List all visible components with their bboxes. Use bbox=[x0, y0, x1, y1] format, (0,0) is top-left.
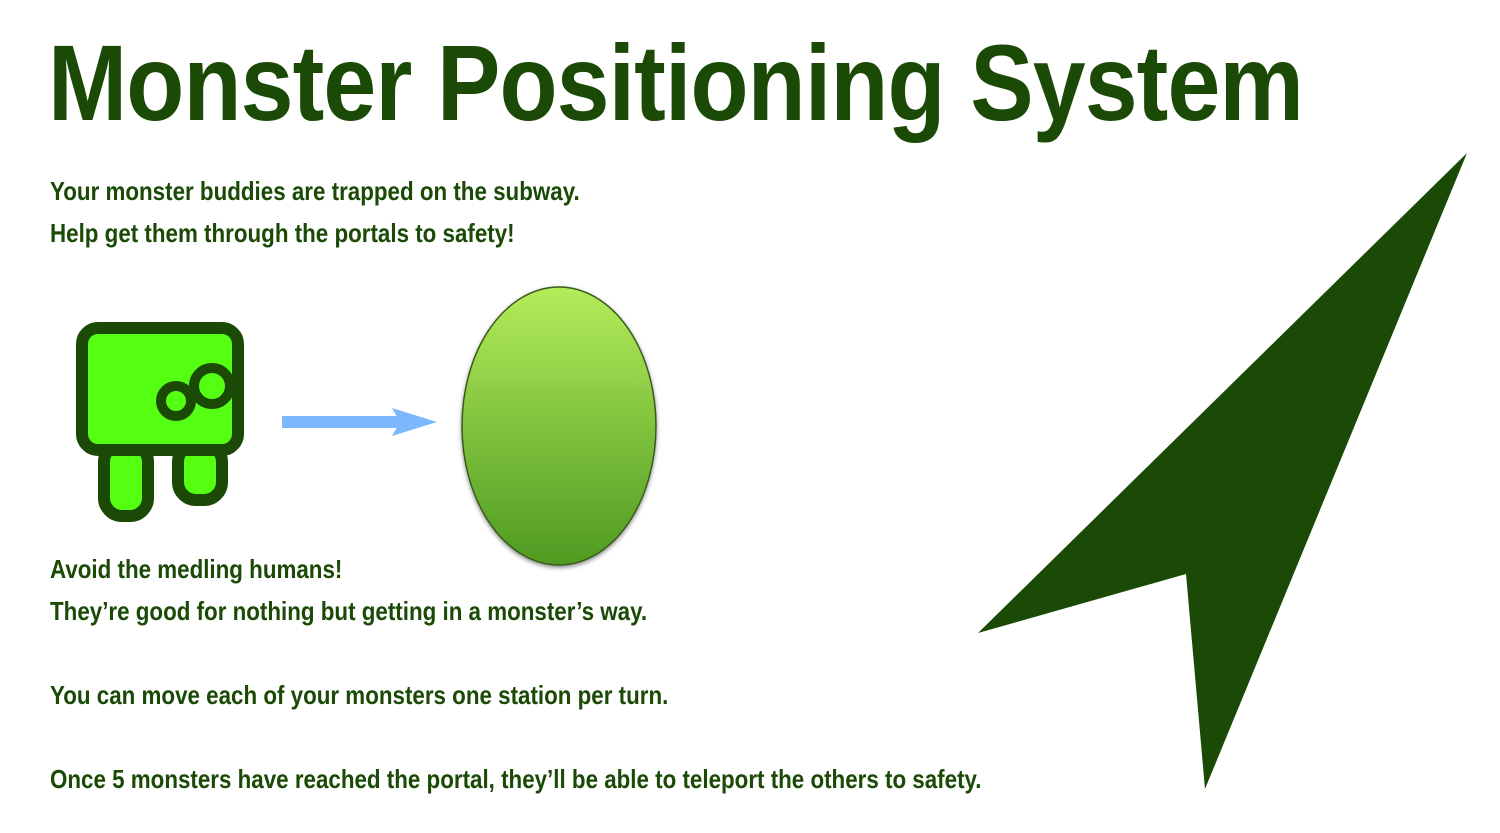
intro-line-1: Your monster buddies are trapped on the … bbox=[50, 176, 580, 206]
avoid-line-2: They’re good for nothing but getting in … bbox=[50, 596, 648, 626]
portal-icon bbox=[461, 286, 657, 566]
right-arrow-icon bbox=[282, 408, 437, 436]
intro-line-2: Help get them through the portals to saf… bbox=[50, 218, 515, 248]
monster-icon bbox=[76, 322, 244, 522]
move-rule: You can move each of your monsters one s… bbox=[50, 680, 669, 710]
game-title: Monster Positioning System bbox=[48, 22, 1304, 143]
win-rule: Once 5 monsters have reached the portal,… bbox=[50, 764, 982, 794]
navigation-pointer-icon bbox=[978, 153, 1467, 789]
avoid-line-1: Avoid the medling humans! bbox=[50, 554, 343, 584]
